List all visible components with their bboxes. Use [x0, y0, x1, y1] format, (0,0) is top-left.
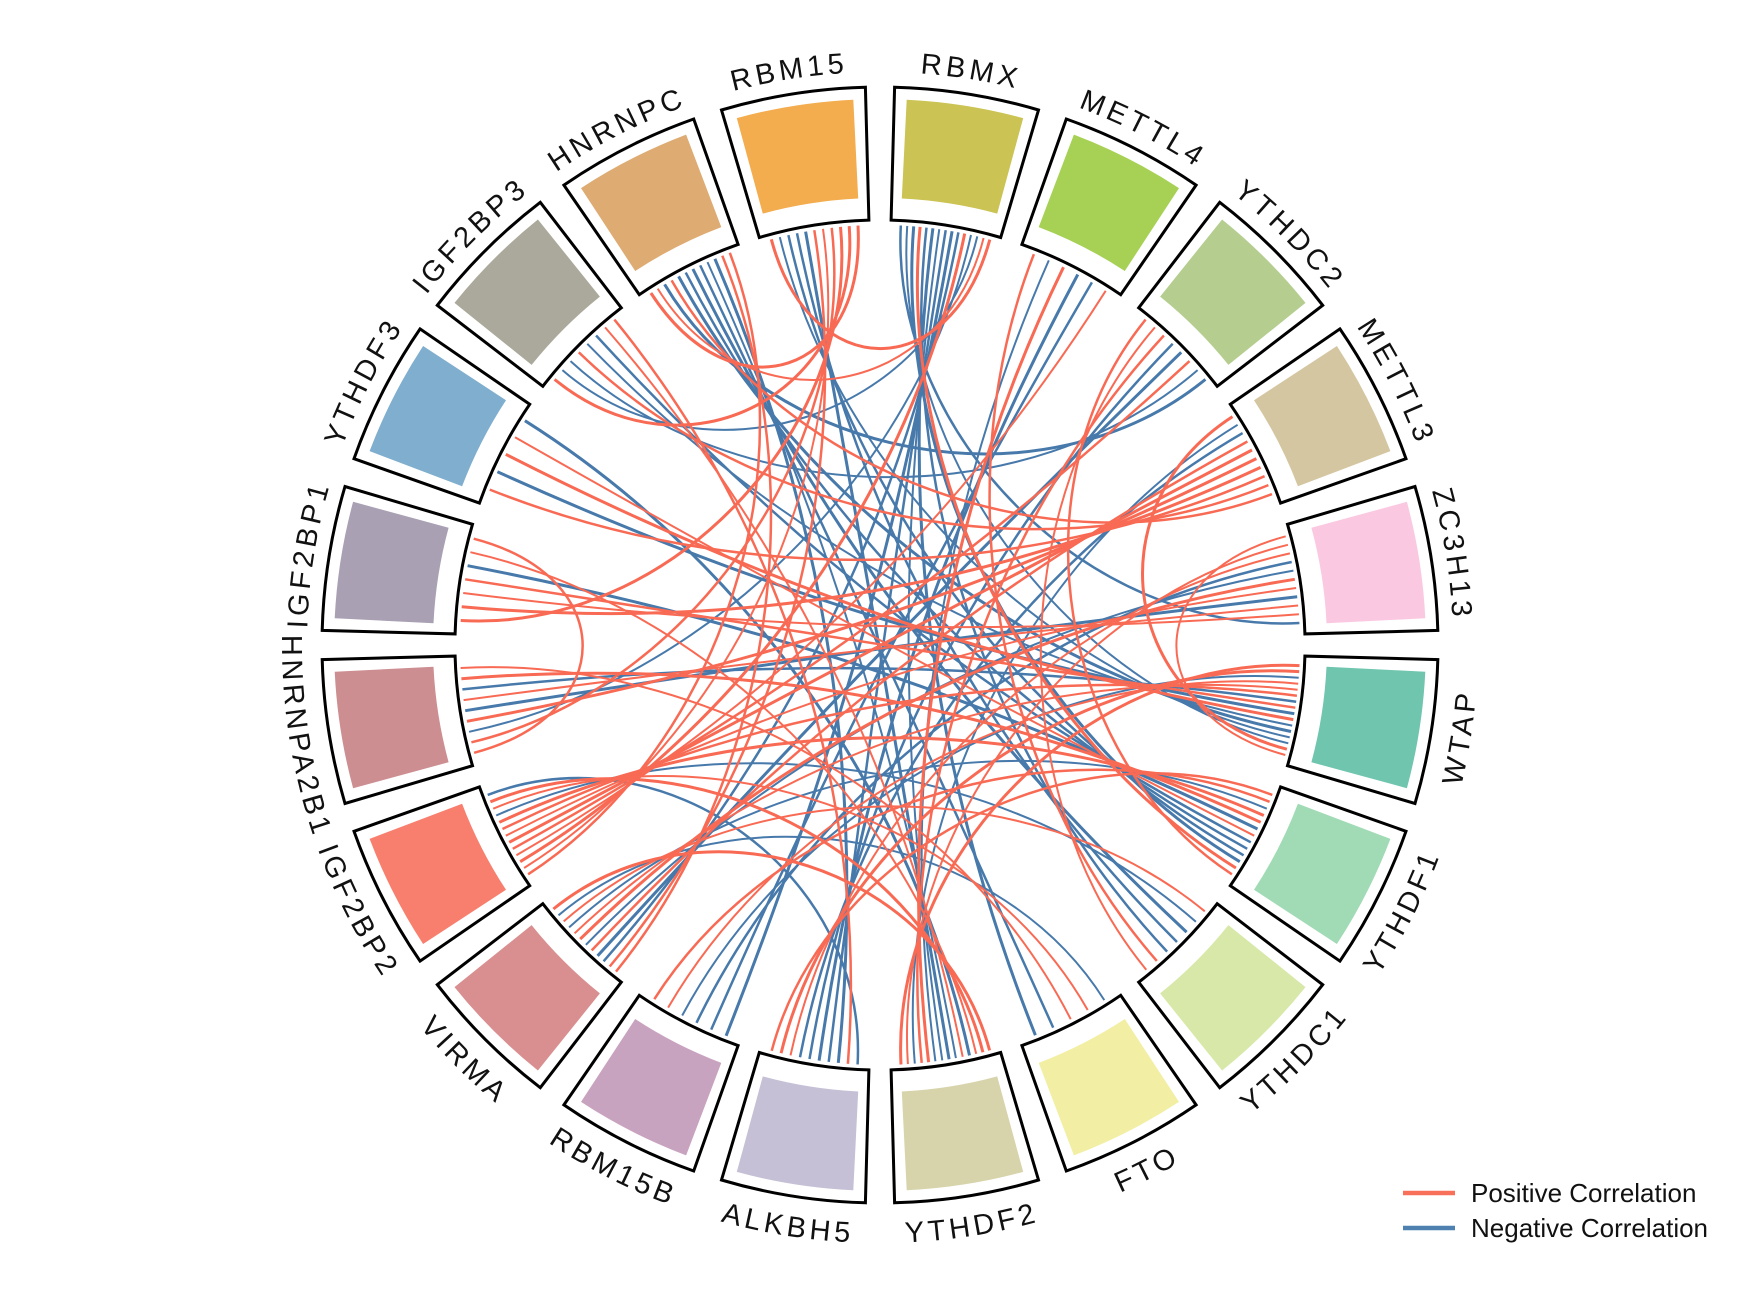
sector-fill-WTAP: [1311, 666, 1426, 789]
chord-positive-HNRNPC-METTL3: [670, 279, 1273, 524]
sector-fill-METTL4: [1038, 134, 1179, 271]
chord-positive-HNRNPC-RBMX: [656, 237, 985, 381]
chord-negative-RBMX-IGF2BP3: [561, 236, 979, 431]
chord-positive-IGF2BP1-METTL3: [461, 466, 1262, 616]
sector-fill-YTHDC1: [1160, 925, 1306, 1071]
chord-positive-VIRMA-HNRNPC: [615, 255, 773, 973]
sector-fill-YTHDC2: [1160, 219, 1306, 365]
sector-fill-ZC3H13: [1311, 501, 1426, 624]
chord-positive-IGF2BP1-YTHDF2: [470, 551, 978, 1055]
sector-fill-IGF2BP1: [334, 501, 449, 624]
sector-fill-RBM15: [736, 99, 859, 214]
chord-positive-RBM15-RBMX: [769, 238, 992, 351]
legend-label-positive: Positive Correlation: [1471, 1178, 1696, 1208]
sector-fill-HNRNPC: [581, 134, 722, 271]
chord-positive-YTHDF3-METTL3: [489, 475, 1266, 562]
chord-positive-IGF2BP2-FTO: [492, 775, 1089, 1011]
sector-fill-HNRNPA2B1: [334, 666, 449, 789]
chord-negative-METTL4-ALKBH5: [817, 273, 1080, 1061]
sector-fill-RBMX: [901, 99, 1024, 214]
sector-ZC3H13: ZC3H13: [1285, 485, 1474, 636]
chord-positive-IGF2BP2-RBMX: [519, 233, 967, 863]
chord-positive-YTHDC1-YTHDC2: [1039, 326, 1156, 971]
legend: Positive Correlation Negative Correlation: [1403, 1178, 1708, 1243]
chord-positive-RBM15B-YTHDF1: [653, 768, 1271, 1000]
sector-fill-YTHDF3: [369, 346, 506, 487]
chord-negative-METTL3-YTHDF2: [911, 423, 1239, 1064]
chord-positive-VIRMA-METTL3: [590, 440, 1249, 952]
chord-positive-HNRNPA2B1-METTL3: [466, 457, 1258, 723]
sector-fill-RBM15B: [581, 1019, 722, 1156]
chord-positive-RBM15B-WTAP: [667, 680, 1299, 1009]
chord-positive-HNRNPA2B1-IGF2BP1: [473, 537, 584, 755]
chord-positive-WTAP-ZC3H13: [1175, 535, 1286, 756]
chord-positive-WTAP-METTL3: [1141, 415, 1288, 751]
chord-positive-YTHDF3-YTHDF1: [514, 436, 1255, 837]
chord-positive-IGF2BP3-METTL3: [577, 351, 1269, 531]
chord-negative-RBM15-WTAP: [778, 236, 1290, 739]
chord-links: [460, 225, 1300, 1065]
chord-positive-YTHDF1-RBMX: [915, 226, 1237, 870]
chord-positive-YTHDF2-METTL4: [916, 266, 1065, 1063]
chord-positive-IGF2BP2-YTHDF1: [498, 736, 1265, 824]
sector-FTO: FTO: [1019, 993, 1199, 1199]
chord-negative-YTHDF1-VIRMA: [568, 759, 1268, 929]
sector-fill-ALKBH5: [736, 1076, 859, 1191]
sector-fill-METTL3: [1254, 346, 1391, 487]
sector-fill-YTHDF1: [1254, 803, 1391, 944]
chord-positive-IGF2BP1-ZC3H13: [463, 592, 1299, 629]
chord-positive-YTHDF2-WTAP: [899, 663, 1300, 1065]
chord-positive-IGF2BP3-RBM15: [553, 225, 852, 427]
chord-negative-VIRMA-FTO: [557, 835, 1106, 1001]
chord-negative-RBMX-ZC3H13: [899, 225, 1300, 625]
chord-positive-VIRMA-ZC3H13: [579, 577, 1296, 941]
chord-positive-IGF2BP2-HNRNPC: [527, 252, 762, 876]
chord-positive-VIRMA-YTHDF2: [552, 850, 992, 1051]
chord-negative-METTL4-RBM15B: [710, 281, 1093, 1031]
chord-positive-HNRNPA2B1-ZC3H13: [463, 604, 1299, 702]
chord-negative-YTHDF1-IGF2BP1: [467, 564, 1259, 831]
sector-fill-IGF2BP3: [454, 219, 600, 365]
chord-positive-YTHDF3-WTAP: [505, 452, 1294, 722]
sector-fill-VIRMA: [454, 925, 600, 1071]
chord-positive-IGF2BP3-ALKBH5: [613, 318, 853, 1064]
sector-fill-FTO: [1038, 1019, 1179, 1156]
chord-positive-ALKBH5-YTHDF1: [770, 772, 1273, 1052]
chord-negative-WTAP-YTHDF3: [496, 470, 1295, 716]
chord-positive-ALKBH5-ZC3H13: [789, 552, 1291, 1056]
chord-positive-HNRNPA2B1-RBM15: [471, 227, 836, 744]
chord-positive-HNRNPC-RBM15: [649, 225, 860, 369]
chord-positive-IGF2BP3-YTHDF2: [604, 326, 964, 1057]
chord-positive-YTHDF2-ZC3H13: [906, 543, 1289, 1065]
chord-positive-IGF2BP2-METTL4: [515, 290, 1107, 857]
chord-positive-VIRMA-YTHDC1: [563, 805, 1206, 923]
chord-positive-YTHDC1-METTL4: [988, 253, 1158, 962]
legend-label-negative: Negative Correlation: [1471, 1213, 1708, 1243]
sector-fill-IGF2BP2: [369, 803, 506, 944]
sector-fill-YTHDF2: [901, 1076, 1024, 1191]
chord-negative-ALKBH5-IGF2BP2: [487, 777, 860, 1065]
